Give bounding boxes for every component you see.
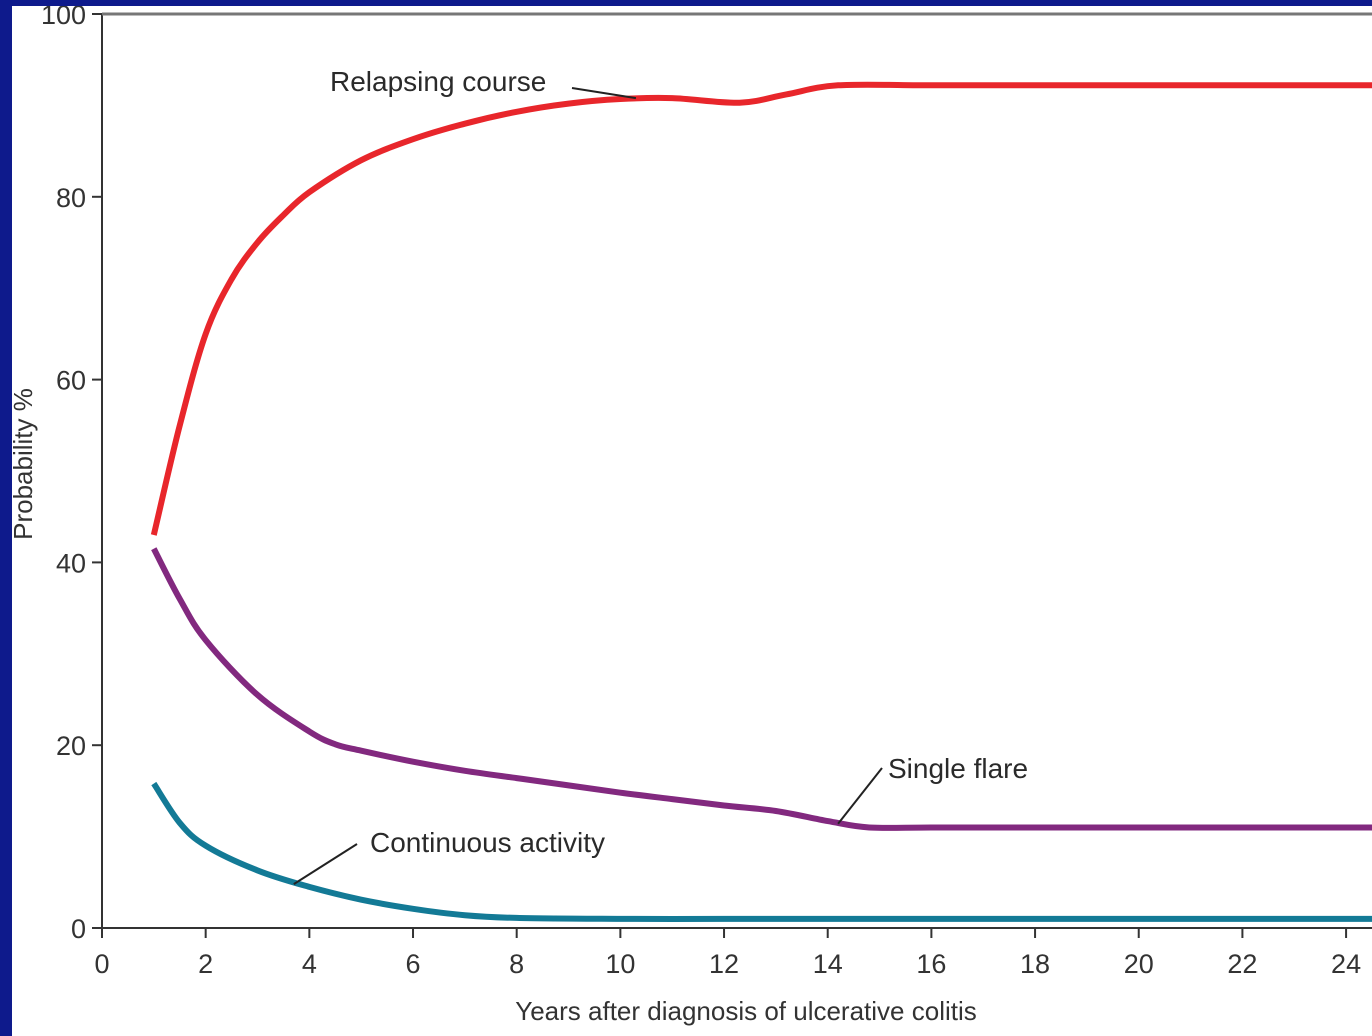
series-line-single-flare: [151, 547, 1372, 831]
x-tick-label: 6: [406, 949, 421, 979]
x-tick-label: 22: [1227, 949, 1257, 979]
y-tick-label: 20: [56, 731, 86, 761]
annotations: Relapsing course Single flare Continuous a…: [293, 66, 1028, 885]
annotation-leader-relapsing-course: [571, 87, 637, 100]
x-tick-label: 12: [709, 949, 739, 979]
annotation-leader-continuous-activity: [293, 843, 358, 885]
annotation-label-continuous-activity: Continuous activity: [370, 827, 605, 858]
x-tick-label: 4: [302, 949, 317, 979]
y-tick-label: 80: [56, 183, 86, 213]
x-tick-label: 24: [1331, 949, 1361, 979]
annotation-label-relapsing-course: Relapsing course: [330, 66, 546, 97]
annotation-leader-single-flare: [837, 767, 883, 825]
plot-lines: [150, 81, 1372, 922]
x-tick-label: 8: [509, 949, 524, 979]
x-tick-label: 18: [1020, 949, 1050, 979]
y-tick-label: 0: [71, 914, 86, 944]
y-tick-label: 100: [41, 6, 86, 30]
y-axis-title: Probability %: [12, 388, 38, 540]
annotation-label-single-flare: Single flare: [888, 753, 1028, 784]
x-tick-label: 14: [813, 949, 843, 979]
x-tick-label: 20: [1124, 949, 1154, 979]
x-axis-title: Years after diagnosis of ulcerative coli…: [515, 996, 977, 1026]
x-tick-label: 2: [198, 949, 213, 979]
x-tick-label: 10: [605, 949, 635, 979]
x-tick-label: 0: [94, 949, 109, 979]
series-line-relapsing-course: [150, 81, 1372, 536]
y-tick-label: 60: [56, 366, 86, 396]
chart-frame: 0 2 4 6 8 10 12 14 16 18 20 22 24 0 20 40 60 80 100 Relaps…: [12, 6, 1372, 1036]
series-line-continuous-activity: [151, 781, 1372, 922]
y-tick-label: 40: [56, 548, 86, 578]
x-tick-label: 16: [916, 949, 946, 979]
